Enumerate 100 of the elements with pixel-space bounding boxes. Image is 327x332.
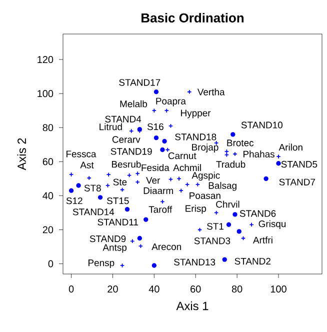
annotation: ST8 — [84, 184, 101, 192]
annotation: Brojap — [192, 144, 218, 152]
annotation: Carnut — [168, 152, 196, 160]
point — [195, 182, 200, 187]
point — [236, 229, 242, 234]
annotation: STAND4 — [105, 116, 142, 122]
y-tick-label: 120 — [38, 56, 54, 64]
annotation: Poasan — [190, 192, 220, 199]
annotation: Arecon — [152, 243, 181, 250]
annotation: Cerarv — [112, 136, 140, 143]
annotation: STAND7 — [279, 178, 316, 186]
chart-title: Basic Ordination — [142, 12, 244, 22]
annotation: Brotec — [227, 140, 254, 146]
point — [154, 135, 159, 140]
point — [264, 176, 268, 182]
annotation: STAND11 — [98, 218, 138, 226]
x-tick-label: 0 — [68, 286, 74, 293]
annotation: STAND10 — [241, 122, 282, 128]
y-tick-label: 100 — [38, 90, 54, 98]
annotation: Vertha — [197, 88, 225, 96]
y-tick-label: 40 — [42, 192, 54, 200]
y-tick-label: 80 — [42, 124, 54, 132]
annotation: STAND2 — [234, 258, 270, 265]
annotation: STAND13 — [174, 258, 216, 266]
point — [232, 212, 238, 217]
x-axis-title: Axis 1 — [176, 301, 208, 310]
annotation: STAND3 — [194, 237, 230, 244]
point — [230, 132, 236, 137]
annotation: Hypper — [181, 110, 211, 118]
point — [276, 161, 281, 166]
annotation: Phahas — [244, 150, 274, 158]
point — [187, 90, 192, 94]
y-tick-label: 20 — [42, 226, 54, 234]
annotation: Diaarm — [144, 187, 173, 194]
x-tick-label: 80 — [232, 286, 242, 293]
point — [184, 182, 190, 187]
annotation: Erisp — [186, 204, 206, 214]
point — [226, 222, 232, 227]
annotation: Ste — [113, 178, 127, 186]
annotation: STAND6 — [240, 210, 276, 217]
annotation: Melalb — [120, 100, 148, 108]
point — [276, 154, 281, 159]
point — [160, 147, 165, 152]
y-tick-label: 60 — [42, 158, 54, 166]
annotation: Pensp — [88, 260, 114, 268]
point — [135, 171, 140, 176]
point — [124, 206, 130, 212]
annotation: STAND19 — [110, 148, 152, 155]
annotation: Fesida — [142, 164, 170, 172]
annotation: Arilon — [278, 144, 302, 151]
point — [76, 183, 81, 188]
x-tick-label: 40 — [148, 286, 160, 293]
point — [129, 128, 134, 134]
annotation: STAND9 — [90, 235, 126, 242]
annotation: Poapra — [156, 98, 186, 106]
point — [68, 188, 74, 193]
point — [222, 257, 227, 262]
point — [232, 152, 238, 156]
annotation: Tradub — [216, 160, 246, 168]
point — [152, 108, 157, 113]
point — [106, 172, 111, 177]
point — [176, 176, 182, 182]
point — [249, 222, 254, 227]
annotation: Ver — [146, 177, 160, 184]
annotation: STAND17 — [119, 79, 160, 86]
annotation: Fessca — [66, 150, 96, 158]
point — [86, 176, 92, 180]
annotation: Achmil — [173, 164, 201, 172]
point — [152, 263, 157, 268]
annotation: STAND5 — [281, 160, 318, 168]
annotation: STAND18 — [175, 134, 216, 140]
annotation: Chrvil — [216, 200, 240, 208]
annotation: Agspic — [192, 172, 220, 181]
annotation: ST15 — [107, 197, 129, 204]
point — [135, 180, 140, 184]
annotation: STAND14 — [72, 208, 114, 216]
point — [144, 217, 148, 222]
annotation: Litrud — [100, 123, 122, 130]
annotation: S16 — [147, 123, 164, 130]
point — [137, 236, 142, 241]
y-axis-title: Axis 2 — [17, 138, 26, 170]
point — [178, 188, 184, 193]
point — [130, 238, 135, 244]
x-tick-label: 100 — [270, 286, 286, 293]
annotation: S12 — [66, 197, 82, 204]
x-tick-label: 60 — [190, 286, 201, 293]
annotation: Taroff — [148, 206, 172, 213]
y-tick-label: 0 — [48, 260, 54, 268]
annotation: Antsp — [102, 244, 127, 253]
annotation: Besrub — [112, 160, 141, 168]
point — [154, 90, 159, 94]
point — [160, 199, 165, 204]
annotation: Grisqu — [258, 220, 286, 230]
point — [164, 108, 169, 113]
annotation: Ast — [80, 162, 94, 168]
point — [98, 195, 103, 200]
x-tick-label: 20 — [108, 286, 118, 293]
annotation: Balsag — [208, 182, 236, 191]
annotation: Artfri — [252, 236, 272, 244]
point — [162, 138, 167, 144]
